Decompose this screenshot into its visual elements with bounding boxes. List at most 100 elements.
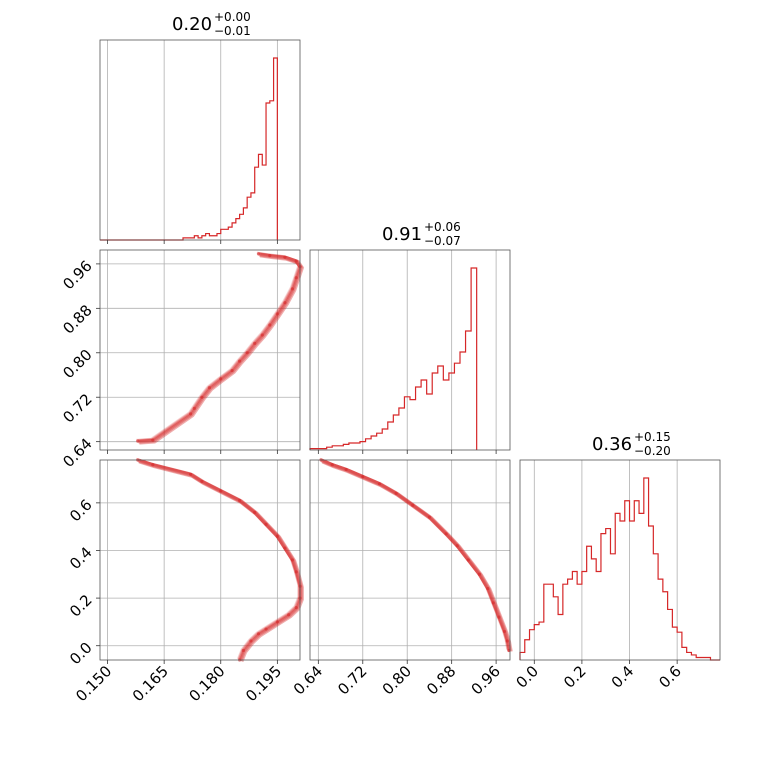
scatter-point — [294, 570, 298, 574]
scatter-density-band — [137, 252, 302, 443]
x-tick-label: 0.165 — [129, 662, 172, 705]
scatter-point — [241, 648, 245, 653]
x-tick-label: 0.6 — [655, 662, 685, 692]
scatter-point — [219, 377, 223, 381]
scatter-point — [394, 491, 398, 495]
scatter-point — [151, 438, 155, 442]
grid-h-p2p0 — [100, 502, 300, 647]
scatter-point — [245, 351, 249, 355]
histogram-p2 — [519, 477, 720, 661]
grid-h-p2p1 — [310, 502, 510, 647]
x-ticks-p0 — [107, 660, 278, 664]
scatter-point — [486, 586, 490, 591]
scatter-point — [294, 606, 298, 610]
y-tick-label: 0.6 — [66, 496, 96, 526]
scatter-point — [253, 510, 257, 514]
scatter-point — [136, 439, 140, 443]
panel-title-p0: 0.20 — [172, 14, 212, 35]
scatter-point — [287, 613, 291, 617]
scatter-density-band — [320, 458, 511, 651]
grid-v-p2p1 — [317, 460, 497, 660]
scatter-point — [253, 341, 257, 345]
scatter-point — [268, 253, 272, 258]
x-tick-label: 0.4 — [608, 662, 638, 692]
scatter-point — [477, 572, 482, 576]
y-ticks-p1 — [96, 263, 100, 443]
grid-v-p2p0 — [107, 460, 278, 660]
scatter-point — [238, 498, 242, 503]
scatter-point — [491, 601, 495, 605]
scatter-point — [294, 259, 298, 263]
y-tick-label: 0.2 — [66, 591, 96, 621]
scatter-point — [151, 463, 155, 467]
scatter-point — [427, 515, 432, 519]
scatter-point — [264, 627, 268, 631]
grid-hist-p2 — [533, 460, 678, 660]
scatter-point — [249, 639, 253, 643]
scatter-p2_vs_p1 — [319, 457, 513, 653]
scatter-density-band — [137, 458, 303, 662]
scatter-point — [283, 255, 287, 259]
panel-hist-p1 — [309, 249, 511, 451]
y-tick-label: 0.0 — [66, 639, 96, 669]
scatter-point — [497, 615, 501, 619]
scatter-point — [200, 395, 204, 399]
scatter-point — [344, 467, 348, 472]
y-tick-label: 0.80 — [59, 346, 95, 382]
y-tick-label: 0.96 — [59, 257, 95, 293]
scatter-point — [466, 558, 470, 562]
x-tick-label: 0.195 — [242, 662, 285, 705]
panel-scatter-p2-p0 — [99, 459, 301, 661]
scatter-point — [290, 287, 295, 291]
panel-title-plus-p1: +0.06 — [424, 220, 461, 234]
y-tick-label: 0.88 — [59, 301, 95, 337]
scatter-density-band — [136, 251, 300, 442]
panel-title-minus-p1: −0.07 — [424, 234, 461, 248]
histogram-p0 — [100, 57, 278, 241]
scatter-point — [283, 546, 287, 550]
scatter-point — [264, 522, 268, 526]
x-tick-label: 0.180 — [185, 662, 228, 705]
scatter-point — [502, 629, 507, 634]
scatter-point — [377, 482, 382, 486]
x-ticks-p1 — [317, 450, 497, 454]
scatter-density-band — [138, 459, 304, 663]
scatter-point — [256, 632, 261, 636]
scatter-point — [444, 532, 448, 536]
scatter-point — [200, 479, 204, 484]
scatter-point — [268, 323, 272, 327]
scatter-p2_vs_p0 — [135, 457, 304, 663]
x-tick-label: 0.150 — [72, 662, 115, 705]
x-ticks-p0 — [107, 450, 278, 454]
scatter-point — [283, 301, 287, 305]
scatter-point — [275, 312, 279, 316]
scatter-density-band — [136, 251, 301, 442]
panel-hist-p2 — [519, 459, 721, 661]
x-ticks-p0 — [107, 240, 278, 244]
x-tick-label: 0.64 — [290, 662, 326, 698]
scatter-point — [256, 252, 261, 256]
grid-hist-p1 — [317, 250, 497, 450]
x-tick-label: 0.0 — [513, 662, 543, 692]
scatter-point — [411, 503, 415, 507]
scatter-point — [207, 386, 212, 390]
scatter-point — [505, 639, 509, 643]
scatter-point — [260, 333, 264, 337]
y-ticks-p2 — [96, 502, 100, 647]
scatter-density-band — [319, 458, 510, 651]
panel-hist-p0 — [99, 39, 301, 241]
histogram-p1 — [309, 267, 478, 450]
y-tick-label: 0.72 — [59, 390, 95, 426]
scatter-point — [230, 368, 234, 373]
scatter-point — [275, 534, 279, 538]
panel-title-p1: 0.91 — [382, 224, 422, 245]
grid-v-p1p0 — [107, 250, 278, 450]
scatter-point — [361, 475, 365, 479]
scatter-density-band — [136, 458, 301, 660]
x-ticks-p2 — [533, 660, 678, 664]
scatter-point — [455, 544, 459, 548]
panel-scatter-p1-p0 — [99, 249, 301, 451]
scatter-point — [238, 359, 242, 363]
y-tick-label: 0.64 — [59, 435, 95, 471]
